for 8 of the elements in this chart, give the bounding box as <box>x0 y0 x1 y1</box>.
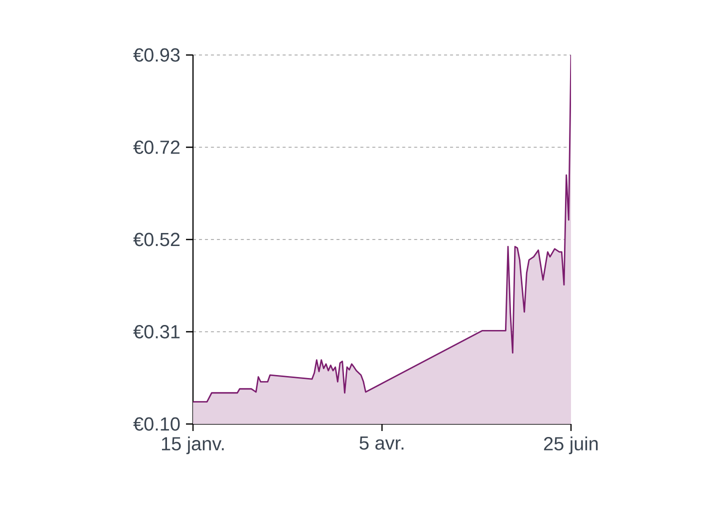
y-tick-label: €0.31 <box>133 325 180 338</box>
y-tick-label: €0.52 <box>133 232 180 246</box>
x-tick-label: 15 janv. <box>162 436 224 454</box>
y-tick-label: €0.72 <box>133 140 180 154</box>
y-tick-label: €0.93 <box>133 48 180 62</box>
x-tick-label: 5 avr. <box>360 436 404 450</box>
y-tick-label: €0.10 <box>133 417 180 431</box>
x-tick-label: 25 juin <box>544 436 598 454</box>
